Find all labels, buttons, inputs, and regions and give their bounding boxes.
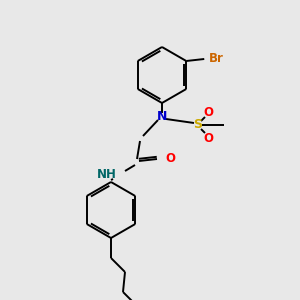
Text: O: O <box>165 152 175 166</box>
Text: O: O <box>203 106 213 118</box>
Text: N: N <box>157 110 167 124</box>
Text: Br: Br <box>209 52 224 65</box>
Text: S: S <box>194 118 202 131</box>
Text: NH: NH <box>97 169 117 182</box>
Text: O: O <box>203 131 213 145</box>
